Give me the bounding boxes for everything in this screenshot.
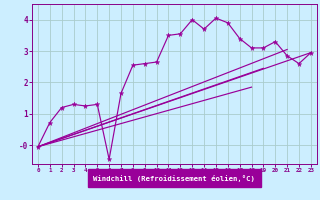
X-axis label: Windchill (Refroidissement éolien,°C): Windchill (Refroidissement éolien,°C)	[93, 175, 255, 182]
